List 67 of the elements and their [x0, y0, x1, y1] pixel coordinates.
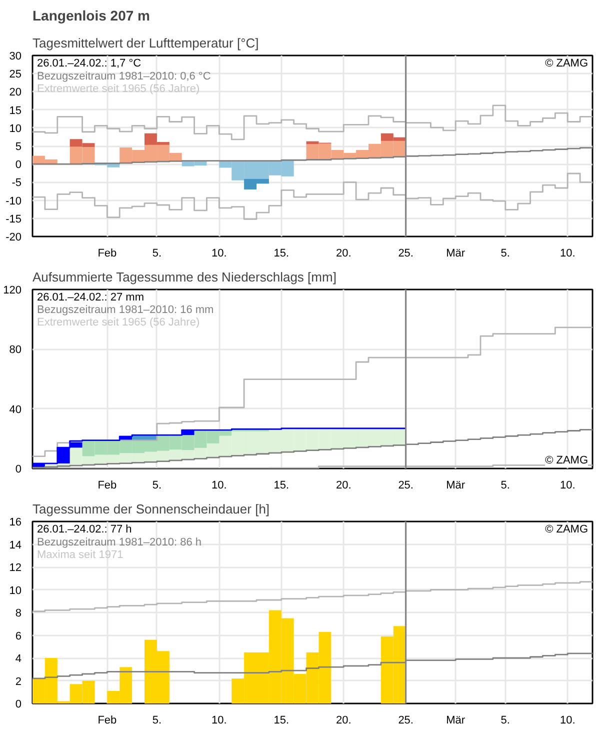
annotation: Bezugszeitraum 1981–2010: 86 h	[36, 536, 202, 548]
y-tick-label: 80	[9, 344, 22, 356]
x-tick-label: Mär	[446, 248, 466, 260]
x-tick-label: 10.	[212, 248, 227, 260]
x-tick-label: 15.	[274, 248, 290, 260]
x-tick-label: 10.	[212, 480, 227, 492]
annotation: 26.01.–24.02.: 77 h	[36, 524, 132, 536]
y-tick-label: 15	[9, 104, 22, 117]
x-tick-label: 5.	[152, 480, 162, 492]
y-tick-label: 0	[15, 698, 22, 710]
x-tick-label: Mär	[446, 480, 466, 492]
x-tick-label: 5.	[500, 248, 510, 260]
annotation: Extremwerte seit 1965 (56 Jahre)	[36, 316, 200, 329]
y-tick-label: 0	[15, 464, 22, 476]
annotation: Bezugszeitraum 1981–2010: 0,6 °C	[36, 70, 211, 82]
y-tick-label: 25	[9, 68, 22, 81]
x-tick-label: 10.	[212, 714, 227, 726]
chart-title: Tagessumme der Sonnenscheindauer [h]	[32, 502, 270, 516]
annotation: 26.01.–24.02.: 1,7 °C	[36, 58, 142, 70]
y-tick-label: 4	[15, 653, 22, 665]
annotation: Extremwerte seit 1965 (56 Jahre)	[36, 83, 200, 96]
x-tick-label: 15.	[274, 480, 290, 492]
chart-title: Langenlois 207 m	[32, 8, 150, 24]
x-tick-label: 20.	[336, 714, 352, 726]
y-tick-label: 8	[15, 608, 22, 620]
x-tick-label: 10.	[560, 480, 576, 492]
y-tick-label: 0	[15, 159, 22, 172]
x-tick-label: 5.	[500, 480, 510, 492]
annotation: © ZAMG	[545, 58, 588, 70]
x-tick-label: 25.	[398, 714, 414, 726]
y-tick-label: -5	[12, 177, 22, 190]
y-tick-label: -10	[6, 195, 22, 208]
y-tick-label: 5	[15, 141, 22, 153]
y-tick-label: -20	[6, 232, 22, 244]
y-tick-label: 10	[9, 122, 22, 135]
annotation: 26.01.–24.02.: 27 mm	[36, 292, 144, 304]
x-tick-label: 25.	[398, 248, 414, 260]
x-tick-label: 15.	[274, 714, 290, 726]
x-tick-label: Feb	[98, 714, 117, 726]
x-tick-label: 5.	[152, 714, 162, 726]
x-tick-label: 5.	[152, 248, 162, 260]
annotation: Maxima seit 1971	[36, 549, 124, 562]
y-tick-label: 2	[15, 676, 22, 688]
y-tick-label: 40	[9, 404, 22, 416]
y-tick-label: -15	[6, 213, 22, 226]
chart-subtitle: Tagesmittelwert der Lufttemperatur [°C]	[32, 36, 259, 50]
x-tick-label: Mär	[446, 714, 466, 726]
x-tick-label: 20.	[336, 248, 352, 260]
x-tick-label: Feb	[98, 248, 117, 260]
x-tick-label: Feb	[98, 480, 117, 492]
y-tick-label: 6	[15, 630, 22, 642]
y-tick-label: 12	[9, 562, 22, 574]
x-tick-label: 10.	[560, 248, 576, 260]
y-tick-label: 20	[9, 86, 22, 99]
chart-title: Aufsummierte Tagessumme des Niederschlags [mm]	[32, 270, 336, 284]
x-tick-label: 20.	[336, 480, 352, 492]
y-tick-label: 10	[9, 584, 22, 597]
y-tick-label: 16	[9, 516, 22, 528]
annotation: © ZAMG	[545, 524, 588, 536]
annotation: © ZAMG	[545, 454, 588, 467]
x-tick-label: 5.	[500, 714, 510, 726]
y-tick-label: 30	[9, 50, 22, 62]
x-tick-label: 10.	[560, 714, 576, 726]
y-tick-label: 14	[9, 539, 22, 552]
x-tick-label: 25.	[398, 480, 414, 492]
annotation: Bezugszeitraum 1981–2010: 16 mm	[36, 304, 214, 316]
y-tick-label: 120	[3, 284, 22, 296]
